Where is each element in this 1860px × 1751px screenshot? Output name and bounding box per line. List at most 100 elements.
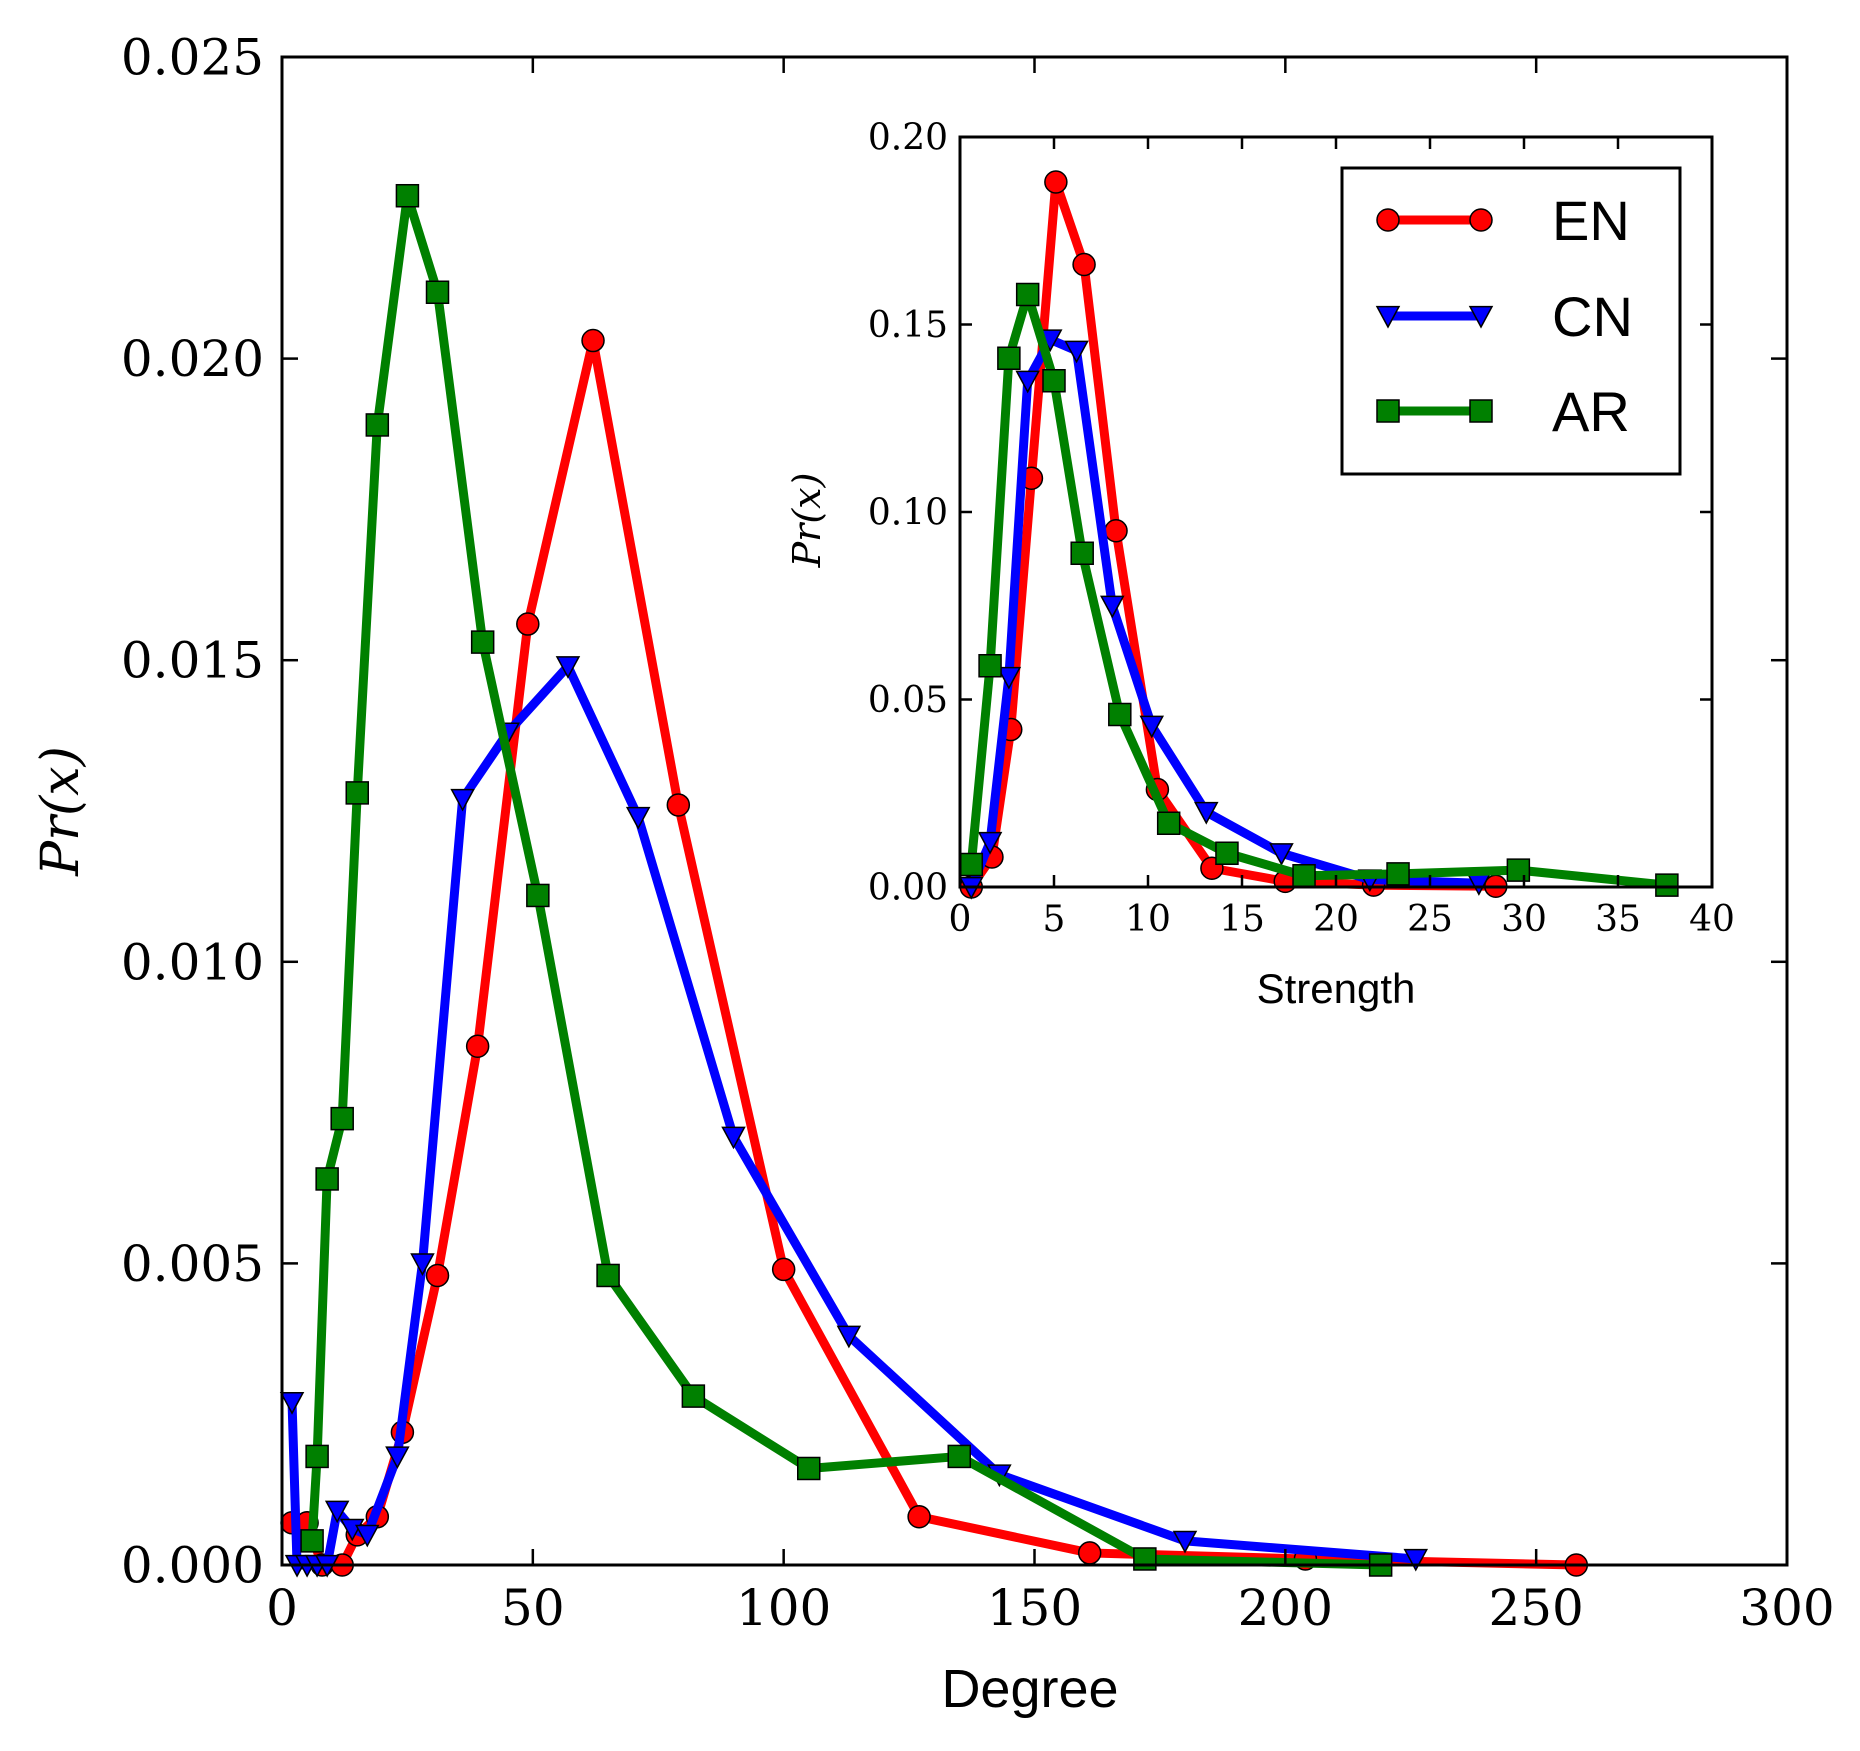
main-point-cn <box>836 1325 862 1349</box>
main-point-ar <box>681 1384 706 1408</box>
inset-point-cn <box>1269 843 1294 866</box>
inset-point-cn <box>1139 715 1165 739</box>
main-y-tick-label: 0.005 <box>121 1235 264 1293</box>
main-point-en <box>907 1504 931 1529</box>
inset-point-en <box>1044 170 1068 194</box>
inset-point-ar <box>1156 811 1181 835</box>
main-y-tick-label: 0.015 <box>121 632 264 690</box>
main-point-cn <box>721 1126 746 1150</box>
main-y-tick-label: 0.010 <box>121 933 264 991</box>
inset-point-ar <box>1386 862 1410 886</box>
legend-label-en: EN <box>1552 189 1630 252</box>
inset-point-en <box>1072 252 1096 277</box>
main-point-en <box>1077 1541 1102 1565</box>
inset-x-tick-label: 20 <box>1313 899 1359 940</box>
main-point-cn <box>385 1446 410 1470</box>
inset-point-en <box>1104 519 1128 543</box>
main-y-tick-label: 0.020 <box>121 330 264 388</box>
inset-x-tick-label: 15 <box>1219 899 1265 940</box>
main-x-tick-label: 150 <box>987 1579 1082 1637</box>
legend-entry-en: EN <box>1376 189 1630 252</box>
inset-x-tick-label: 40 <box>1689 899 1735 940</box>
main-point-en <box>465 1034 490 1058</box>
legend-marker-ar-left <box>1376 399 1400 423</box>
inset-x-tick-label: 25 <box>1407 899 1453 940</box>
main-chart: 0 50 100 150 200 250 3000.0000.0050.0100.0150.… <box>31 29 1835 1720</box>
legend-marker-cn-left <box>1375 305 1401 329</box>
inset-y-tick-label: 0.00 <box>868 868 948 909</box>
legend-entry-cn: CN <box>1375 285 1633 348</box>
main-point-ar <box>365 413 390 437</box>
inset-point-ar <box>1215 841 1239 865</box>
inset-y-tick-label: 0.05 <box>868 680 948 721</box>
legend-label-cn: CN <box>1552 285 1633 348</box>
inset-axes: 0 5 10 15 20 25 30 35 40 0.00 0.05 0.10 0.15 0.20 <box>868 118 1735 940</box>
legend-marker-cn <box>1468 305 1494 329</box>
main-point-cn <box>450 788 475 812</box>
main-point-en <box>581 328 605 353</box>
inset-point-cn <box>977 831 1003 855</box>
inset-point-ar <box>1015 282 1040 307</box>
main-point-ar <box>315 1167 339 1191</box>
inset-point-ar <box>1655 873 1679 897</box>
main-point-ar <box>330 1106 354 1131</box>
main-point-ar <box>470 630 495 654</box>
inset-point-cn <box>1100 595 1125 619</box>
main-point-ar <box>1133 1547 1157 1571</box>
main-point-en <box>771 1257 796 1282</box>
main-series-ar <box>300 183 1393 1577</box>
main-y-tick-label: 0.000 <box>121 1537 264 1595</box>
inset-series-layer <box>959 170 1679 900</box>
inset-point-cn <box>1064 340 1089 364</box>
main-x-tick-label: 300 <box>1739 1579 1834 1637</box>
inset-y-axis-label: Pr(x) <box>785 473 829 569</box>
main-point-ar <box>425 280 450 304</box>
legend-label-ar: AR <box>1552 380 1630 443</box>
inset-point-ar <box>1070 541 1094 565</box>
main-point-cn <box>324 1500 350 1524</box>
main-line-ar <box>307 191 1381 1570</box>
inset-x-tick-label: 5 <box>1043 899 1066 940</box>
main-point-ar <box>596 1263 620 1288</box>
main-x-tick-label: 100 <box>736 1579 831 1637</box>
main-point-en <box>516 612 540 636</box>
legend-marker-en <box>1469 208 1493 232</box>
legend-marker-en-right <box>1469 208 1493 232</box>
inset-line-cn <box>967 335 1480 889</box>
legend-marker-ar <box>1376 399 1400 423</box>
main-point-cn <box>625 806 651 830</box>
inset-point-ar <box>978 654 1002 678</box>
inset-x-tick-label: 0 <box>949 899 972 940</box>
main-x-tick-label: 50 <box>501 1579 565 1637</box>
inset-series-cn <box>959 329 1492 900</box>
main-point-ar <box>526 883 550 908</box>
inset-point-cn <box>1015 370 1040 394</box>
main-point-en <box>425 1263 450 1288</box>
legend-marker-cn-right <box>1468 305 1494 329</box>
inset-chart: 0 5 10 15 20 25 30 35 40 0.00 0.05 0.10 0.15 0.20 Str… <box>785 118 1735 1012</box>
main-point-cn <box>1172 1530 1198 1554</box>
main-point-en <box>666 793 691 817</box>
inset-x-tick-label: 30 <box>1501 899 1547 940</box>
legend-marker-cn <box>1375 305 1401 329</box>
main-point-ar <box>947 1444 971 1469</box>
inset-y-tick-label: 0.20 <box>868 118 948 159</box>
inset-point-ar <box>1108 702 1132 727</box>
legend-marker-en-left <box>1376 208 1400 232</box>
main-x-tick-label: 200 <box>1238 1579 1333 1637</box>
main-point-cn <box>410 1253 435 1276</box>
inset-point-ar <box>1506 858 1531 882</box>
main-point-cn <box>279 1392 305 1415</box>
main-axes: 0 50 100 150 200 250 3000.0000.0050.0100.0150.… <box>121 29 1835 1638</box>
main-point-ar <box>305 1444 329 1469</box>
main-x-tick-label: 250 <box>1488 1579 1583 1637</box>
legend: EN CN AR <box>1340 166 1682 476</box>
inset-series-ar <box>959 282 1679 897</box>
legend-marker-ar <box>1469 399 1493 423</box>
legend-marker-en <box>1376 208 1400 232</box>
main-point-cn <box>555 656 581 679</box>
main-point-cn <box>1403 1548 1429 1572</box>
inset-x-tick-label: 35 <box>1595 899 1641 940</box>
main-y-tick-label: 0.025 <box>121 29 264 87</box>
